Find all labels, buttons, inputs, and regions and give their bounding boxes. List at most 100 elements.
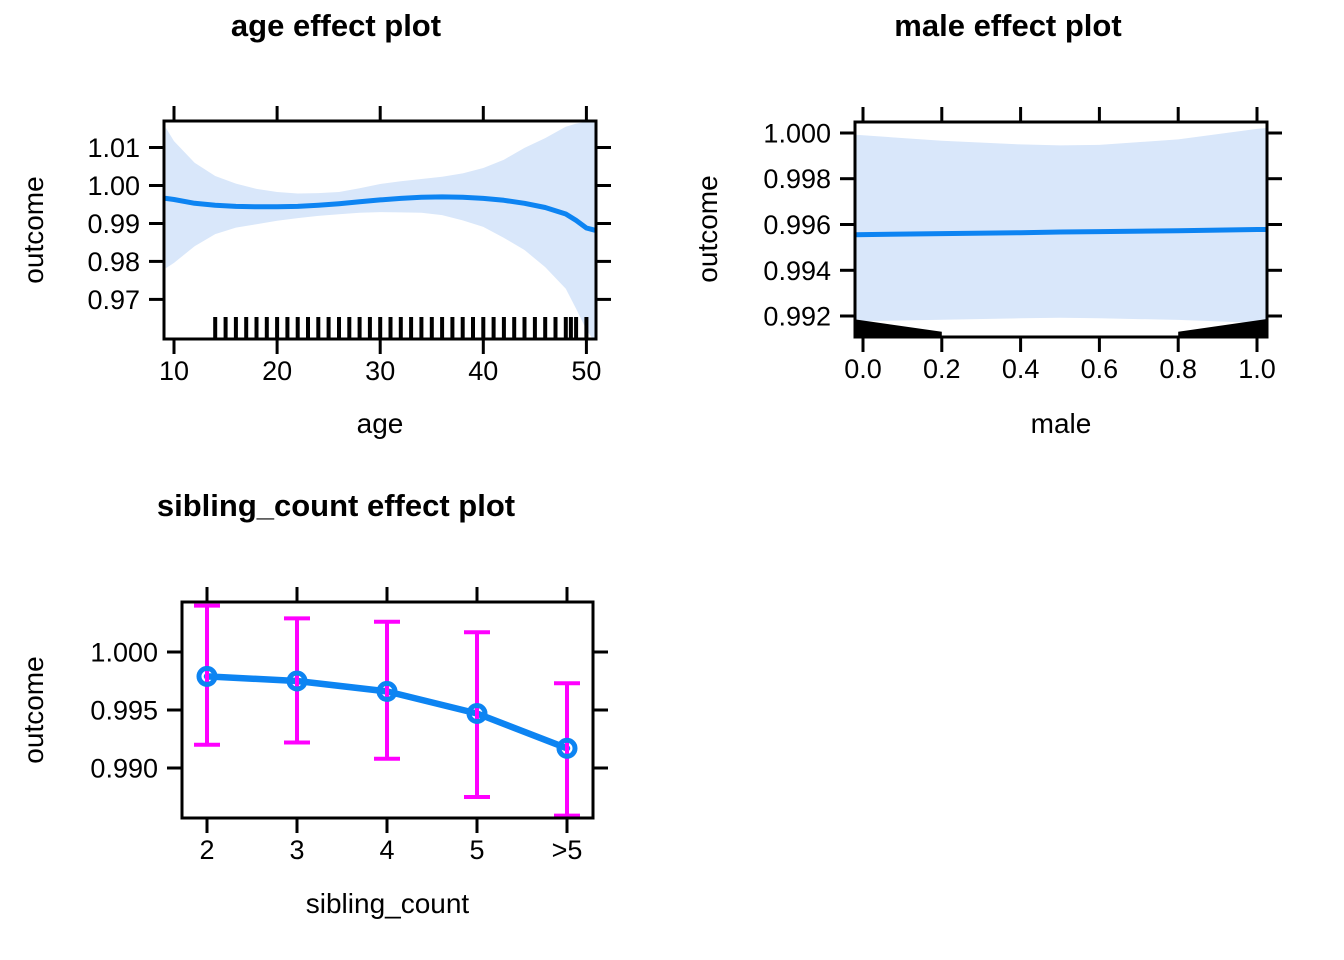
rug-mark	[233, 317, 238, 338]
sibling-count-plot-title: sibling_count effect plot	[156, 488, 516, 523]
rug-block	[1178, 319, 1267, 337]
male-rug-blocks	[855, 319, 1267, 337]
data-point	[556, 737, 578, 759]
age-axis-ticks: 10 20 30 40 50 1.01 1.00 0.99 0.98 0.97	[87, 106, 611, 386]
rug-mark	[316, 317, 321, 338]
sibling-count-plot-area	[194, 603, 580, 818]
y-tick-label: 0.994	[763, 256, 831, 286]
rug-mark	[326, 317, 331, 338]
data-point	[376, 680, 398, 702]
sibling-count-data-points	[196, 665, 578, 759]
male-plot-svg: 0.0 0.2 0.4 0.6 0.8 1.0 1.000 0.998 0.996 0.994 0.…	[763, 107, 1282, 384]
data-point	[196, 665, 218, 687]
rug-mark	[471, 317, 475, 338]
x-tick-label: 0.6	[1081, 354, 1119, 384]
male-confidence-band	[855, 128, 1267, 324]
y-tick-label: 0.992	[763, 302, 831, 332]
rug-mark	[429, 317, 434, 338]
y-tick-label: 0.995	[90, 696, 158, 726]
y-tick-label: 1.000	[90, 638, 158, 668]
x-tick-label: 5	[469, 835, 484, 865]
y-tick-label: 0.98	[87, 247, 140, 277]
sibling-count-x-axis-label: sibling_count	[305, 888, 470, 919]
figure-sibling-count-effect: sibling_count effect plot outcome siblin…	[0, 480, 672, 960]
x-tick-label: 1.0	[1238, 354, 1276, 384]
male-fit-line	[855, 227, 1267, 238]
rug-mark	[244, 317, 249, 338]
rug-mark	[223, 317, 228, 338]
y-tick-label: 0.996	[763, 210, 831, 240]
x-tick-label: 0.0	[844, 354, 882, 384]
rug-mark	[295, 317, 300, 338]
rug-mark	[367, 317, 372, 338]
data-point	[466, 703, 488, 724]
y-tick-label: 0.99	[87, 209, 140, 239]
rug-mark	[481, 317, 486, 338]
x-tick-label: 30	[365, 356, 395, 386]
rug-mark	[378, 317, 383, 338]
x-tick-label: 20	[262, 356, 292, 386]
rug-mark	[254, 317, 259, 338]
x-tick-label: 4	[379, 835, 394, 865]
rug-mark	[409, 317, 414, 338]
figure-age-effect: age effect plot outcome age 10 20 30 40 50 1.…	[0, 0, 672, 480]
rug-mark	[584, 317, 589, 338]
figure-male-effect: male effect plot outcome male 0.0 0.2 0.4 0…	[672, 0, 1344, 480]
age-plot-area	[164, 121, 596, 339]
male-plot-title: male effect plot	[894, 8, 1122, 43]
y-tick-label: 1.00	[87, 171, 140, 201]
rug-mark	[440, 317, 445, 338]
rug-mark	[419, 317, 424, 338]
x-tick-label: 2	[199, 835, 214, 865]
rug-mark	[213, 317, 218, 338]
rug-mark	[512, 317, 517, 338]
rug-mark	[450, 317, 455, 338]
rug-mark	[337, 317, 341, 338]
rug-mark	[501, 317, 506, 338]
rug-mark	[563, 317, 568, 338]
sibling-count-plot-svg: 2 3 4 5 >5 1.000 0.995 0.990	[90, 587, 608, 865]
sibling-count-axis-ticks: 2 3 4 5 >5 1.000 0.995 0.990	[90, 587, 608, 865]
x-tick-label: 0.2	[923, 354, 961, 384]
y-tick-label: 1.01	[87, 133, 140, 163]
rug-block	[855, 319, 942, 337]
age-plot-svg: 10 20 30 40 50 1.01 1.00 0.99 0.98 0.97	[87, 106, 611, 386]
y-tick-label: 0.998	[763, 164, 831, 194]
rug-mark	[357, 317, 362, 338]
x-tick-label: 40	[468, 356, 498, 386]
x-tick-label: 0.8	[1159, 354, 1197, 384]
rug-mark	[574, 317, 579, 338]
male-x-axis-label: male	[1030, 408, 1092, 439]
x-tick-label: 3	[289, 835, 304, 865]
age-x-axis-label: age	[356, 408, 404, 439]
rug-mark	[275, 317, 280, 338]
age-confidence-band	[165, 121, 596, 339]
age-plot-title: age effect plot	[230, 8, 442, 43]
y-tick-label: 0.97	[87, 285, 140, 315]
male-axis-ticks: 0.0 0.2 0.4 0.6 0.8 1.0 1.000 0.998 0.996 0.994 0.…	[763, 107, 1282, 384]
rug-mark	[398, 317, 403, 338]
rug-mark	[553, 317, 558, 338]
rug-mark	[347, 317, 352, 338]
rug-mark	[285, 317, 290, 338]
y-tick-label: 1.000	[763, 119, 831, 149]
rug-mark	[460, 317, 465, 338]
rug-mark	[388, 317, 393, 338]
age-fit-line	[164, 194, 596, 234]
rug-mark	[491, 317, 496, 338]
rug-mark	[532, 317, 537, 338]
fit-line-path	[164, 194, 596, 234]
rug-mark	[306, 317, 310, 338]
rug-mark	[543, 317, 548, 338]
confidence-band-shape	[165, 121, 596, 339]
x-tick-label: 0.4	[1002, 354, 1040, 384]
y-tick-label: 0.990	[90, 754, 158, 784]
x-tick-label: 50	[571, 356, 601, 386]
fit-line-path	[855, 227, 1267, 238]
male-plot-frame	[853, 120, 1269, 339]
rug-mark	[264, 317, 269, 338]
sibling-count-error-bars	[194, 603, 580, 818]
x-tick-label: 10	[159, 356, 189, 386]
rug-mark	[568, 317, 573, 338]
